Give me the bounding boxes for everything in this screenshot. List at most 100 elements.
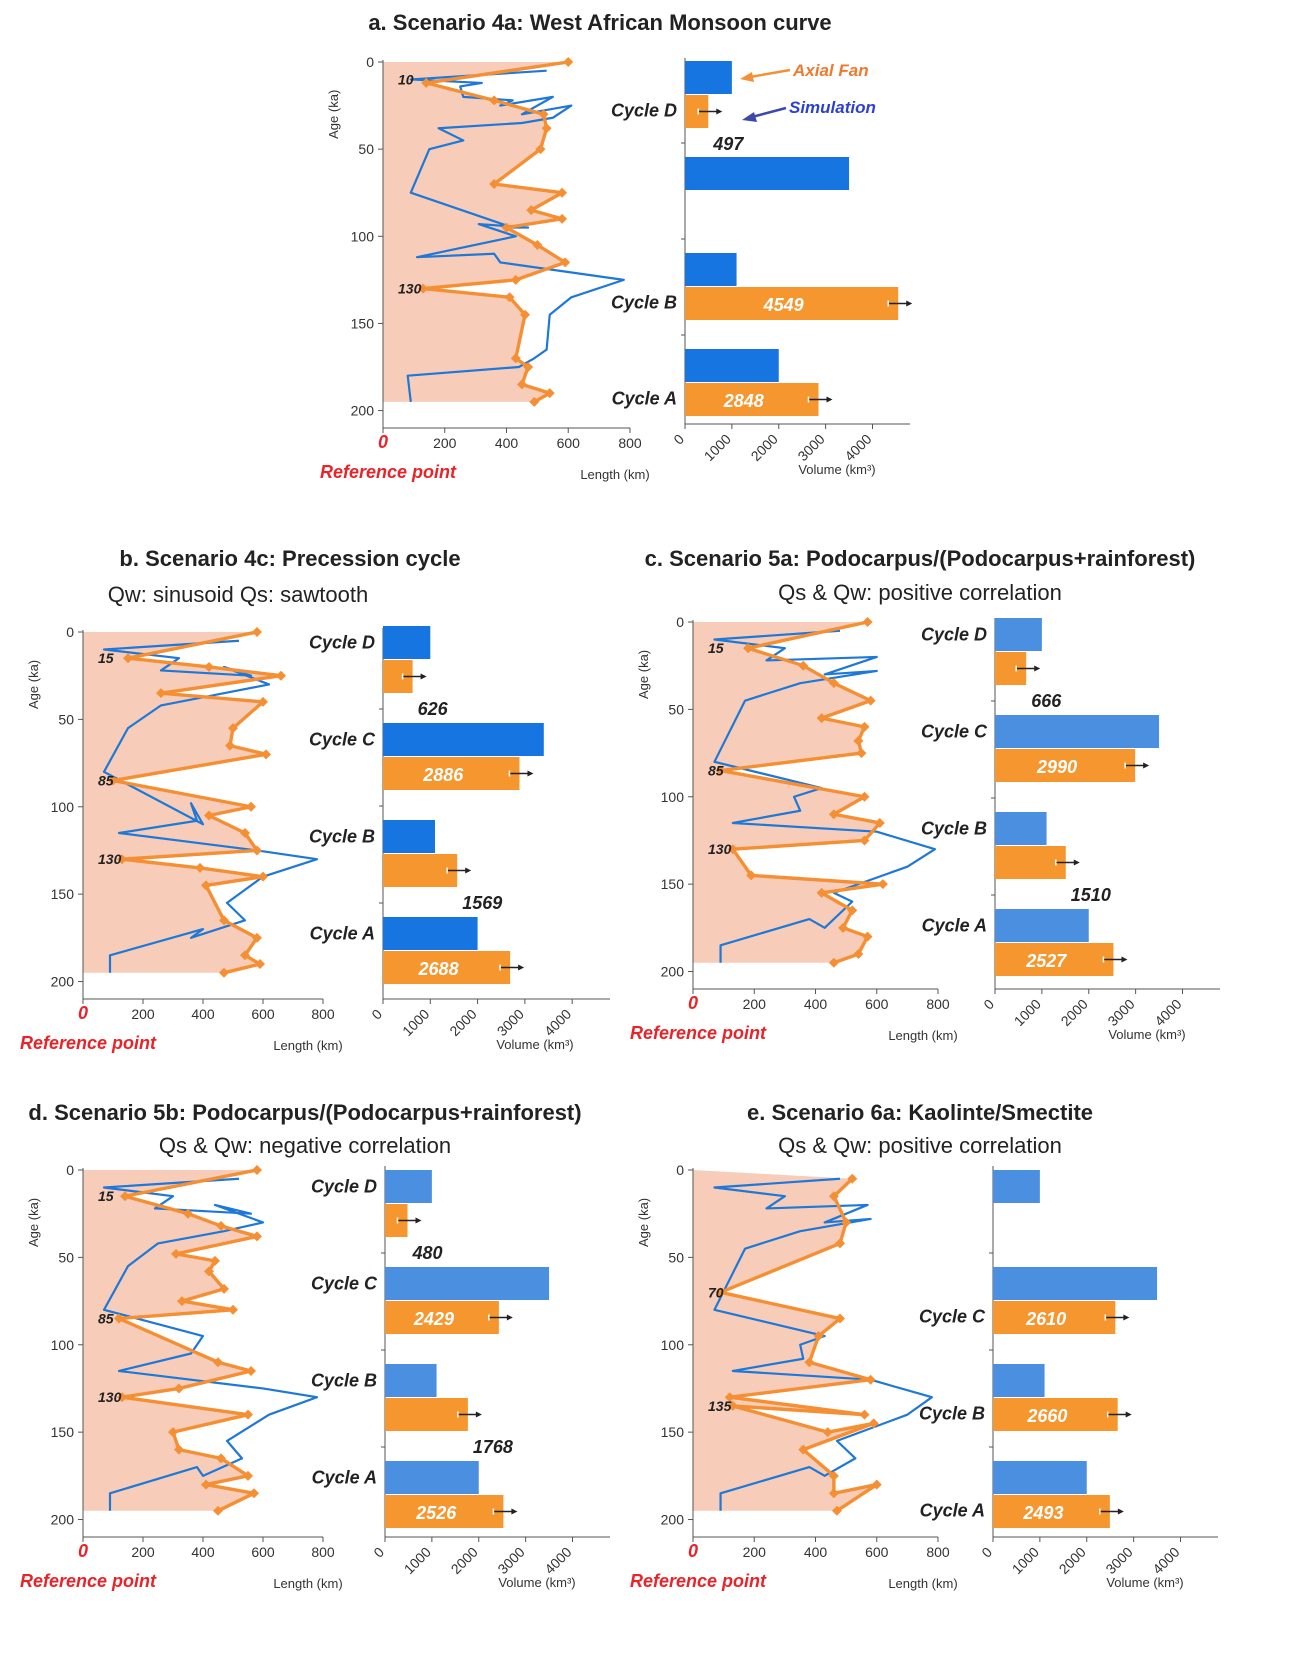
error-arrowhead bbox=[906, 300, 913, 307]
y-tick-label: 100 bbox=[661, 789, 685, 805]
panel-subtitle: Qw: sinusoid Qs: sawtooth bbox=[108, 582, 368, 607]
age-annotation: 15 bbox=[98, 650, 114, 666]
age-annotation: 130 bbox=[98, 851, 122, 867]
axial-fan-bar bbox=[383, 854, 458, 887]
error-arrowhead bbox=[1034, 665, 1041, 672]
axial-fan-point bbox=[246, 1365, 256, 1376]
vol-tick-label: 0 bbox=[978, 1544, 995, 1561]
x-tick-label: 800 bbox=[926, 1544, 950, 1560]
y-axis-label: Age (ka) bbox=[26, 1198, 41, 1247]
axial-fan-bar bbox=[685, 383, 819, 416]
axial-fan-point bbox=[168, 1427, 178, 1438]
axial-fan-point bbox=[252, 627, 262, 637]
axial-fan-point bbox=[183, 1208, 193, 1219]
x-tick-label: 400 bbox=[804, 1544, 828, 1560]
axial-fan-bar bbox=[385, 1301, 499, 1334]
axial-fan-point bbox=[421, 77, 432, 88]
ref-zero-tick: 0 bbox=[78, 1541, 88, 1561]
simulation-bar bbox=[383, 917, 478, 950]
vol-tick-label: 0 bbox=[368, 1006, 385, 1023]
axial-fan-point bbox=[252, 1165, 262, 1175]
vol-tick-label: 4000 bbox=[541, 1006, 574, 1039]
y-tick-label: 100 bbox=[351, 228, 375, 244]
axial-fan-point bbox=[813, 1331, 824, 1342]
axial-fan-point bbox=[255, 959, 265, 970]
axial-fan-point bbox=[213, 1505, 223, 1516]
axial-fan-point bbox=[557, 187, 568, 198]
y-tick-label: 50 bbox=[58, 711, 74, 727]
axial-fan-point bbox=[201, 1479, 211, 1490]
ref-zero-tick: 0 bbox=[688, 993, 698, 1013]
y-tick-label: 0 bbox=[366, 54, 374, 70]
axial-fan-point bbox=[240, 950, 250, 961]
error-arrowhead bbox=[716, 108, 723, 115]
axial-fan-point bbox=[174, 1444, 184, 1455]
x-axis-label: Length (km) bbox=[888, 1576, 957, 1591]
fan-bar-value: 2610 bbox=[1025, 1309, 1066, 1329]
vol-tick-label: 0 bbox=[370, 1544, 387, 1561]
axial-fan-point bbox=[501, 222, 512, 233]
vol-tick-label: 4000 bbox=[1151, 996, 1184, 1029]
vol-axis-label: Volume (km³) bbox=[496, 1037, 573, 1052]
vol-axis-label: Volume (km³) bbox=[498, 1575, 575, 1590]
vol-tick-label: 3000 bbox=[494, 1544, 527, 1577]
x-tick-label: 600 bbox=[251, 1544, 275, 1560]
axial-fan-point bbox=[847, 905, 858, 916]
axial-fan-point bbox=[563, 57, 574, 67]
axial-fan-point bbox=[520, 309, 531, 320]
y-tick-label: 150 bbox=[51, 886, 75, 902]
vol-tick-label: 1000 bbox=[399, 1006, 432, 1039]
error-arrowhead bbox=[1125, 1411, 1132, 1418]
x-axis-label: Length (km) bbox=[580, 467, 649, 482]
simulation-bar bbox=[993, 1170, 1040, 1203]
y-tick-label: 0 bbox=[66, 1162, 74, 1178]
axial-fan-point bbox=[177, 1296, 187, 1307]
shade-region bbox=[383, 62, 569, 402]
cycle-label: Cycle A bbox=[922, 916, 987, 936]
axial-fan-point bbox=[838, 922, 849, 933]
fan-bar-value: 2990 bbox=[1036, 757, 1077, 777]
vol-tick-label: 3000 bbox=[1104, 996, 1137, 1029]
panel-subtitle: Qs & Qw: positive correlation bbox=[778, 580, 1062, 605]
x-tick-label: 200 bbox=[131, 1006, 155, 1022]
fan-bar-value: 2660 bbox=[1026, 1406, 1067, 1426]
simulation-bar bbox=[385, 1364, 437, 1397]
legend-axial-arrow bbox=[749, 68, 791, 79]
axial-fan-point bbox=[535, 144, 546, 155]
reference-point-label: Reference point bbox=[20, 1033, 157, 1053]
axial-fan-point bbox=[727, 844, 738, 855]
axial-fan-point bbox=[538, 109, 549, 120]
fan-bar-value: 2848 bbox=[723, 391, 764, 411]
axial-fan-point bbox=[856, 748, 867, 759]
error-arrowhead bbox=[420, 673, 427, 680]
axial-fan-bar bbox=[995, 943, 1114, 976]
y-tick-label: 0 bbox=[66, 624, 74, 640]
axial-fan-point bbox=[489, 95, 500, 106]
x-axis-label: Length (km) bbox=[273, 1038, 342, 1053]
error-arrowhead bbox=[475, 1411, 482, 1418]
axial-fan-point bbox=[171, 1248, 181, 1259]
y-tick-label: 200 bbox=[51, 974, 75, 990]
y-axis-label: Age (ka) bbox=[326, 90, 341, 139]
axial-fan-point bbox=[204, 661, 214, 672]
axial-fan-point bbox=[489, 179, 500, 189]
shade-region bbox=[693, 622, 883, 963]
simulation-line bbox=[406, 69, 625, 402]
vol-axis-label: Volume (km³) bbox=[1108, 1027, 1185, 1042]
fan-bar-value: 1569 bbox=[462, 893, 502, 913]
axial-fan-point bbox=[219, 1283, 229, 1294]
axial-fan-point bbox=[204, 810, 214, 821]
axial-fan-point bbox=[108, 775, 118, 786]
reference-point-label: Reference point bbox=[20, 1571, 157, 1591]
x-tick-label: 200 bbox=[743, 996, 767, 1012]
error-arrowhead bbox=[506, 1314, 513, 1321]
simulation-bar bbox=[385, 1461, 479, 1494]
age-annotation: 130 bbox=[708, 841, 732, 857]
vol-tick-label: 4000 bbox=[541, 1544, 574, 1577]
fan-bar-value: 4549 bbox=[763, 295, 804, 315]
cycle-label: Cycle A bbox=[920, 1501, 985, 1521]
fan-bar-value: 2688 bbox=[418, 959, 459, 979]
y-tick-label: 100 bbox=[51, 799, 75, 815]
age-annotation: 85 bbox=[708, 763, 724, 779]
fan-bar-value: 497 bbox=[712, 134, 744, 154]
